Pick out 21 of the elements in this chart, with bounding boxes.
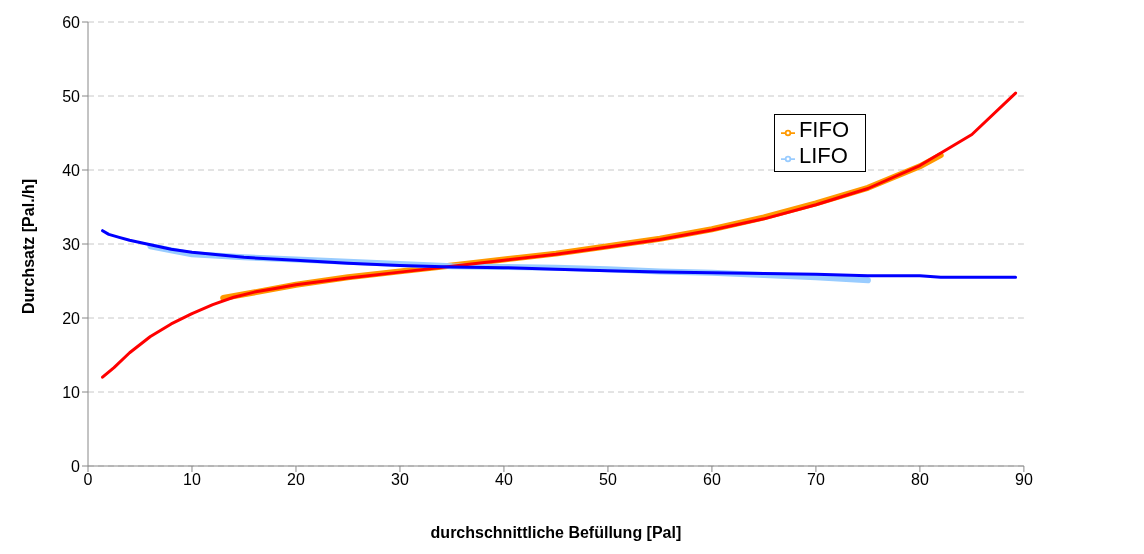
y-tick-label: 40 xyxy=(62,161,81,179)
x-tick-label: 40 xyxy=(495,471,513,489)
y-tick-label: 50 xyxy=(62,87,81,105)
x-tick-label: 70 xyxy=(807,471,825,489)
x-tick-label: 10 xyxy=(183,471,201,489)
x-tick-label: 90 xyxy=(1014,471,1033,489)
x-tick-label: 0 xyxy=(83,471,93,489)
x-tick-label: 60 xyxy=(703,471,721,489)
x-axis-title: durchschnittliche Befüllung [Pal] xyxy=(430,524,682,541)
legend-label: FIFO xyxy=(798,117,849,142)
y-tick-label: 60 xyxy=(62,13,81,31)
x-tick-label: 50 xyxy=(599,471,617,489)
x-tick-label: 80 xyxy=(911,471,929,489)
x-tick-label: 20 xyxy=(287,471,305,489)
y-axis-title: Durchsatz [Pal./h] xyxy=(19,178,37,314)
y-tick-label: 10 xyxy=(62,383,81,401)
y-tick-label: 30 xyxy=(62,235,81,253)
y-tick-label: 0 xyxy=(71,457,81,475)
y-tick-label: 20 xyxy=(62,309,81,327)
x-tick-label: 30 xyxy=(391,471,409,489)
legend-label: LIFO xyxy=(798,143,848,168)
